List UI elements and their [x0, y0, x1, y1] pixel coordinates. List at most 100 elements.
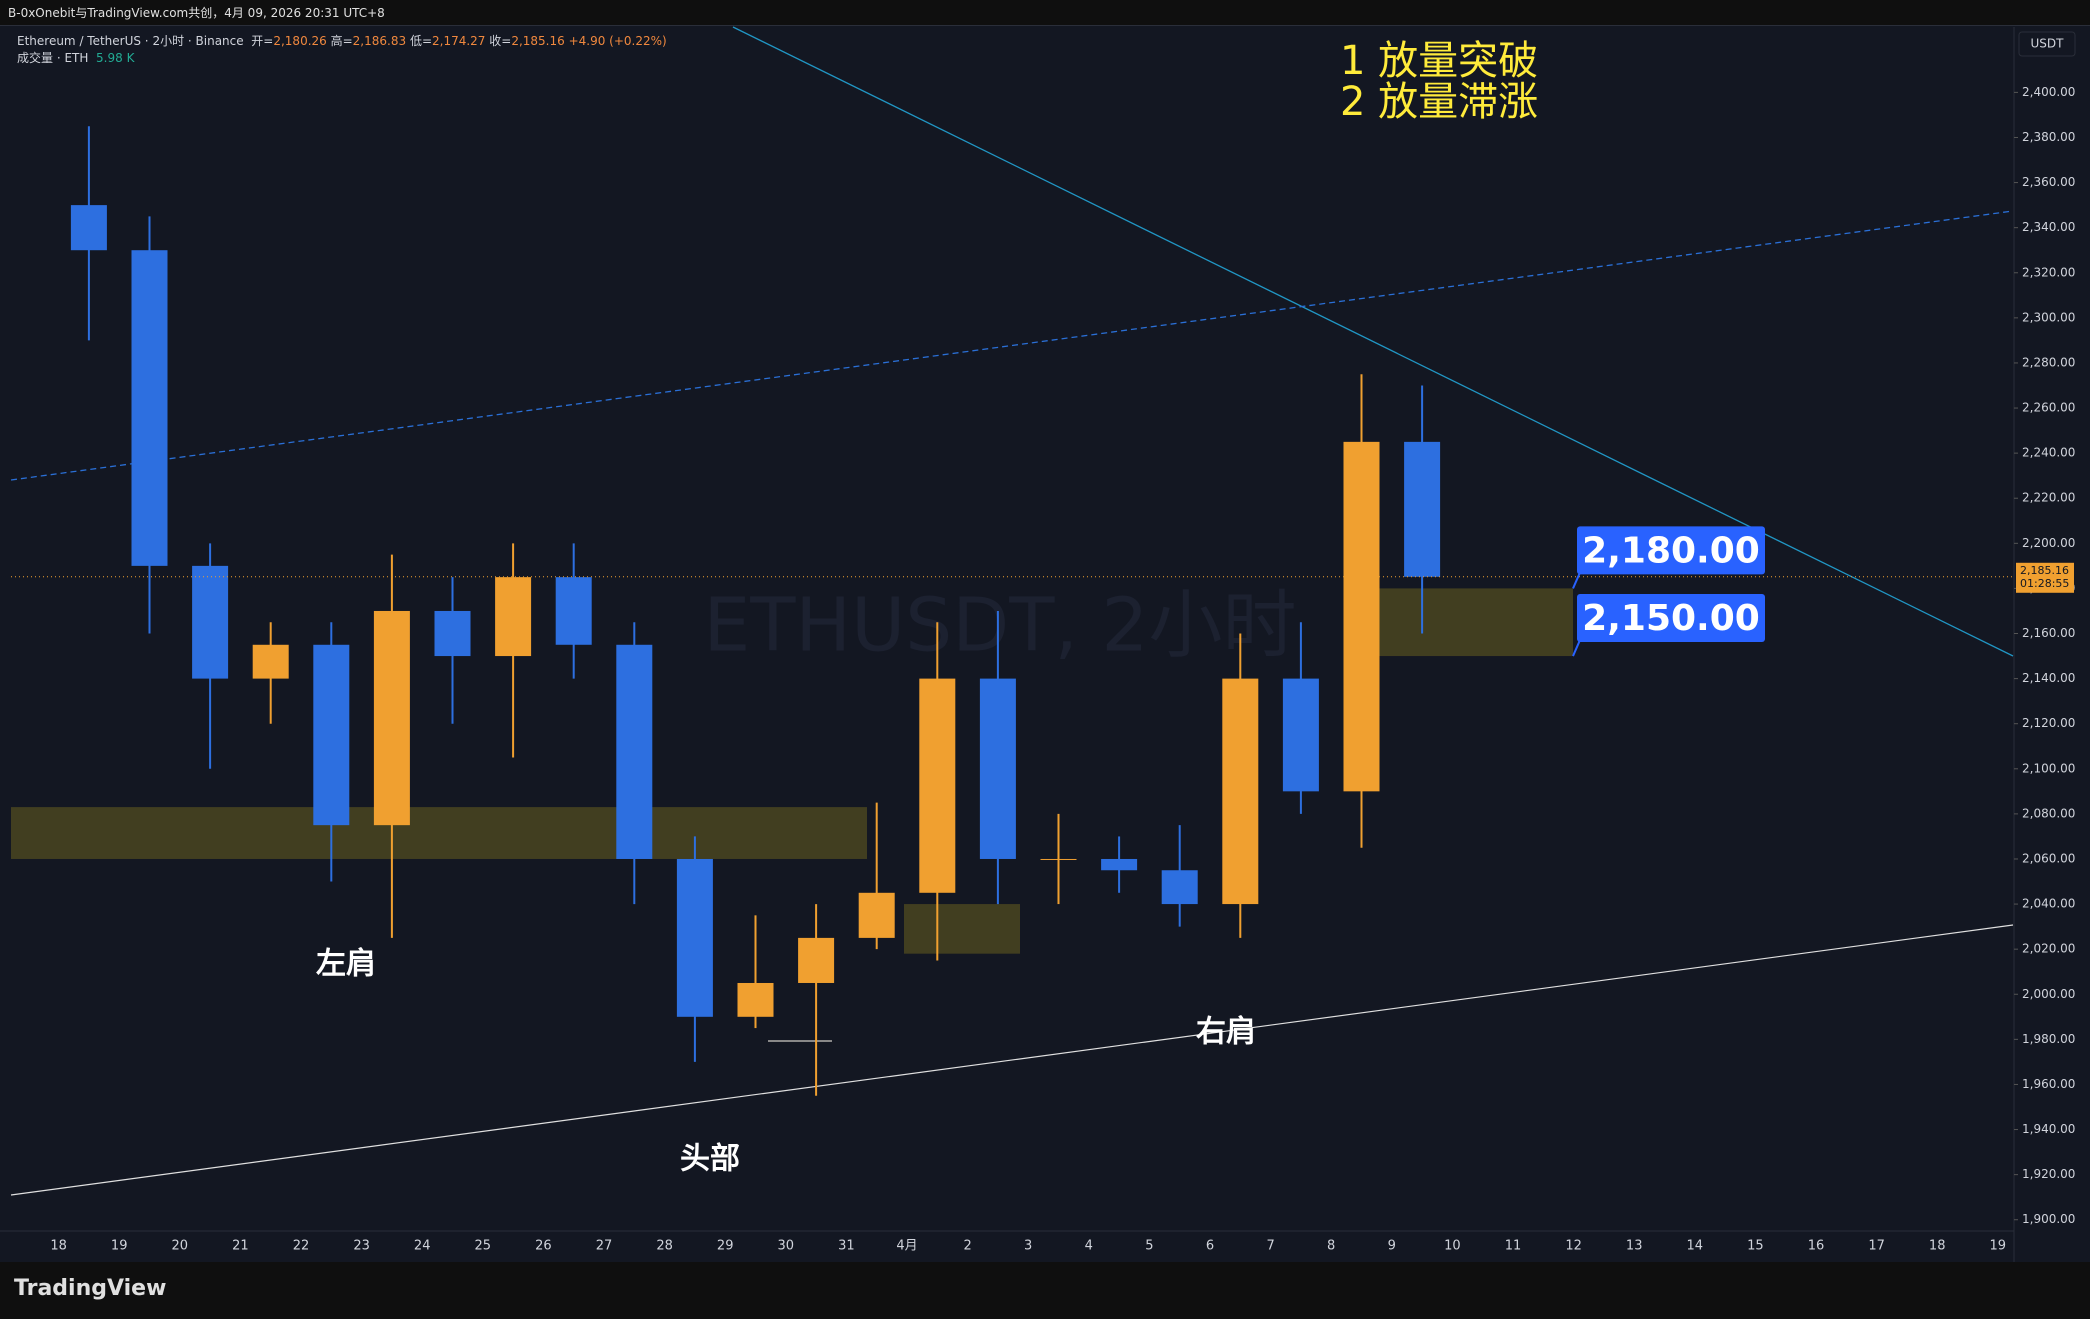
level-box	[1577, 594, 1765, 643]
currency-box[interactable]	[2018, 31, 2076, 57]
trend-line	[10, 924, 2014, 1196]
candle-body	[495, 577, 532, 657]
pattern-label: 右肩	[1196, 1015, 1256, 1050]
x-tick-label: 7	[1266, 1239, 1274, 1254]
candle-body	[1222, 678, 1259, 905]
volume-label: 成交量 · ETH	[17, 51, 89, 65]
x-tick-label: 23	[353, 1239, 370, 1254]
trend-line	[732, 26, 2014, 657]
x-tick-label: 30	[778, 1239, 795, 1254]
zone	[1364, 588, 1573, 657]
symbol: Ethereum / TetherUS · 2小时 · Binance	[17, 34, 244, 48]
zone	[11, 807, 867, 859]
y-tick-label: 2,240.00	[2022, 446, 2075, 460]
footer: TradingView	[0, 1262, 2090, 1319]
ohlc-value: 2,174.27	[432, 34, 486, 48]
level-label: 2,180.00	[1582, 530, 1760, 571]
pattern-label: 头部	[680, 1142, 740, 1177]
candle-body	[676, 858, 713, 1017]
zone	[904, 904, 1020, 954]
level-box	[1577, 526, 1765, 575]
ohlc-label: 高=	[330, 34, 353, 48]
candle-body	[373, 610, 410, 826]
candle-body	[858, 892, 895, 938]
candle-body	[919, 678, 956, 893]
x-tick-label: 27	[596, 1239, 613, 1254]
ohlc-label: 低=	[409, 34, 432, 48]
x-tick-label: 31	[838, 1239, 855, 1254]
x-tick-label: 8	[1327, 1239, 1335, 1254]
candle-body	[1161, 870, 1198, 905]
x-tick-label: 18	[50, 1239, 67, 1254]
countdown: 01:28:55	[2020, 577, 2069, 590]
share-bar: B-0xOnebit与TradingView.com共创，4月 09, 2026…	[0, 0, 2090, 26]
x-tick-label: 17	[1868, 1239, 1885, 1254]
x-tick-label: 6	[1206, 1239, 1214, 1254]
x-tick-label: 19	[1990, 1239, 2007, 1254]
last-price-label: 2,185.16	[2020, 564, 2069, 577]
x-tick-label: 28	[656, 1239, 673, 1254]
y-tick-label: 2,040.00	[2022, 897, 2075, 911]
trend-line	[10, 210, 2014, 481]
x-tick-label: 12	[1565, 1239, 1582, 1254]
watermark: ETHUSDT, 2小时	[703, 583, 1296, 669]
candle-body	[798, 937, 835, 983]
annotation: 1 放量突破	[1340, 38, 1538, 84]
y-tick-label: 2,120.00	[2022, 716, 2075, 730]
x-tick-label: 11	[1505, 1239, 1522, 1254]
y-tick-label: 2,260.00	[2022, 401, 2075, 415]
candle-body	[555, 577, 592, 645]
y-tick-label: 2,320.00	[2022, 265, 2075, 279]
y-tick-label: 2,100.00	[2022, 761, 2075, 775]
symbol-info: Ethereum / TetherUS · 2小时 · Binance 开=2,…	[17, 33, 667, 67]
symbol-line: Ethereum / TetherUS · 2小时 · Binance 开=2,…	[17, 33, 667, 50]
x-tick-label: 19	[111, 1239, 128, 1254]
ohlc: 开=2,180.26 高=2,186.83 低=2,174.27 收=2,185…	[251, 34, 568, 48]
candle-body	[313, 644, 350, 826]
x-tick-label: 24	[414, 1239, 431, 1254]
candle-body	[1040, 858, 1077, 860]
x-tick-label: 2	[963, 1239, 971, 1254]
y-tick-label: 2,360.00	[2022, 175, 2075, 189]
x-tick-label: 5	[1145, 1239, 1153, 1254]
change: +4.90 (+0.22%)	[568, 34, 667, 48]
candle-body	[1404, 441, 1441, 577]
x-tick-label: 3	[1024, 1239, 1032, 1254]
y-tick-label: 2,280.00	[2022, 355, 2075, 369]
x-tick-label: 4	[1085, 1239, 1093, 1254]
share-text: B-0xOnebit与TradingView.com共创，4月 09, 2026…	[8, 6, 385, 20]
x-tick-label: 14	[1687, 1239, 1704, 1254]
y-tick-label: 2,020.00	[2022, 942, 2075, 956]
y-tick-label: 2,380.00	[2022, 130, 2075, 144]
candle-body	[131, 250, 168, 566]
x-tick-label: 29	[717, 1239, 734, 1254]
ohlc-label: 开=	[251, 34, 274, 48]
x-tick-label: 20	[172, 1239, 189, 1254]
x-tick-label: 15	[1747, 1239, 1764, 1254]
last-price-tag	[2016, 562, 2074, 593]
ohlc-value: 2,186.83	[352, 34, 407, 48]
x-tick-label: 4月	[896, 1239, 917, 1254]
level-label: 2,150.00	[1582, 598, 1760, 639]
volume-value: 5.98 K	[96, 51, 135, 65]
y-tick-label: 1,940.00	[2022, 1122, 2075, 1136]
level-pointer	[1572, 639, 1581, 657]
chart-bg	[0, 27, 2090, 1262]
ohlc-value: 2,180.26	[273, 34, 327, 48]
candle-body	[979, 678, 1016, 859]
candle-body	[737, 982, 774, 1017]
y-tick-label: 2,160.00	[2022, 626, 2075, 640]
annotation: 2 放量滞涨	[1340, 79, 1538, 125]
currency: USDT	[2031, 37, 2065, 51]
pattern-label: 左肩	[316, 947, 376, 982]
y-tick-label: 1,900.00	[2022, 1212, 2075, 1226]
y-tick-label: 2,140.00	[2022, 671, 2075, 685]
y-tick-label: 1,980.00	[2022, 1032, 2075, 1046]
x-tick-label: 13	[1626, 1239, 1643, 1254]
candle-body	[252, 644, 289, 679]
brand: TradingView	[14, 1276, 167, 1301]
y-tick-label: 2,300.00	[2022, 310, 2075, 324]
candle-body	[434, 610, 471, 657]
y-tick-label: 2,060.00	[2022, 851, 2075, 865]
